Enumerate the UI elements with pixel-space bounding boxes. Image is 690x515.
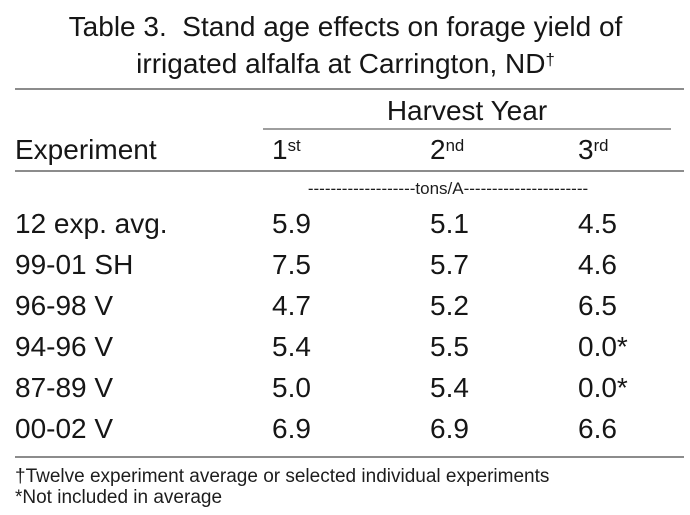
cell-experiment: 00-02 V bbox=[15, 413, 114, 444]
cell-year1-value: 5.4 bbox=[272, 331, 311, 362]
table-body: 12 exp. avg. 5.9 5.1 4.5 99-01 SH 7.5 5.… bbox=[15, 203, 686, 449]
column-header-year-3: 3rd bbox=[578, 130, 686, 174]
title-dagger-symbol: † bbox=[545, 50, 555, 70]
cell-year1-value: 4.7 bbox=[272, 290, 311, 321]
header-separator-rule bbox=[15, 170, 684, 172]
column-header-year-1: 1st bbox=[272, 130, 430, 174]
harvest-year-group-header: Harvest Year bbox=[263, 90, 671, 130]
cell-year3-value: 0.0* bbox=[578, 331, 628, 362]
cell-year1-value: 7.5 bbox=[272, 249, 311, 280]
year-1-base: 1 bbox=[272, 134, 288, 165]
year-2-ordinal-suffix: nd bbox=[445, 136, 465, 156]
cell-year3-value: 6.5 bbox=[578, 290, 617, 321]
table-row: 96-98 V 4.7 5.2 6.5 bbox=[15, 285, 686, 326]
table-top-rule bbox=[15, 88, 684, 90]
cell-experiment: 12 exp. avg. bbox=[15, 208, 168, 239]
cell-year1-value: 6.9 bbox=[272, 413, 311, 444]
cell-year1-value: 5.9 bbox=[272, 208, 311, 239]
table-row: 12 exp. avg. 5.9 5.1 4.5 bbox=[15, 203, 686, 244]
cell-experiment: 94-96 V bbox=[15, 331, 114, 362]
year-3-ordinal-suffix: rd bbox=[593, 136, 609, 156]
cell-experiment: 99-01 SH bbox=[15, 249, 134, 280]
table-row: 87-89 V 5.0 5.4 0.0* bbox=[15, 367, 686, 408]
year-3-base: 3 bbox=[578, 134, 594, 165]
page-title: Table 3. Stand age effects on forage yie… bbox=[15, 8, 676, 86]
units-line: -------------------tons/A---------------… bbox=[307, 180, 589, 198]
footnote-asterisk: *Not included in average bbox=[15, 487, 223, 508]
table-row: 00-02 V 6.9 6.9 6.6 bbox=[15, 408, 686, 449]
title-line1: Table 3. Stand age effects on forage yie… bbox=[68, 11, 623, 42]
table-row: 94-96 V 5.4 5.5 0.0* bbox=[15, 326, 686, 367]
cell-year2-value: 6.9 bbox=[430, 413, 469, 444]
footnotes: †Twelve experiment average or selected i… bbox=[15, 466, 686, 508]
cell-experiment: 96-98 V bbox=[15, 290, 114, 321]
table-header-row: Experiment 1st 2nd 3rd bbox=[15, 130, 686, 170]
cell-year2-value: 5.1 bbox=[430, 208, 469, 239]
table-bottom-rule bbox=[15, 456, 684, 458]
cell-year3-value: 4.6 bbox=[578, 249, 617, 280]
cell-year3-value: 0.0* bbox=[578, 372, 628, 403]
cell-year3-value: 4.5 bbox=[578, 208, 617, 239]
column-header-year-2: 2nd bbox=[430, 130, 578, 174]
cell-year1-value: 5.0 bbox=[272, 372, 311, 403]
cell-experiment: 87-89 V bbox=[15, 372, 114, 403]
cell-year2-value: 5.5 bbox=[430, 331, 469, 362]
table-row: 99-01 SH 7.5 5.7 4.6 bbox=[15, 244, 686, 285]
year-1-ordinal-suffix: st bbox=[287, 136, 301, 156]
cell-year2-value: 5.7 bbox=[430, 249, 469, 280]
cell-year3-value: 6.6 bbox=[578, 413, 617, 444]
title-line2: irrigated alfalfa at Carrington, ND bbox=[136, 48, 546, 79]
column-header-experiment: Experiment bbox=[15, 134, 157, 165]
cell-year2-value: 5.2 bbox=[430, 290, 469, 321]
year-2-base: 2 bbox=[430, 134, 446, 165]
footnote-dagger: †Twelve experiment average or selected i… bbox=[15, 466, 550, 487]
cell-year2-value: 5.4 bbox=[430, 372, 469, 403]
